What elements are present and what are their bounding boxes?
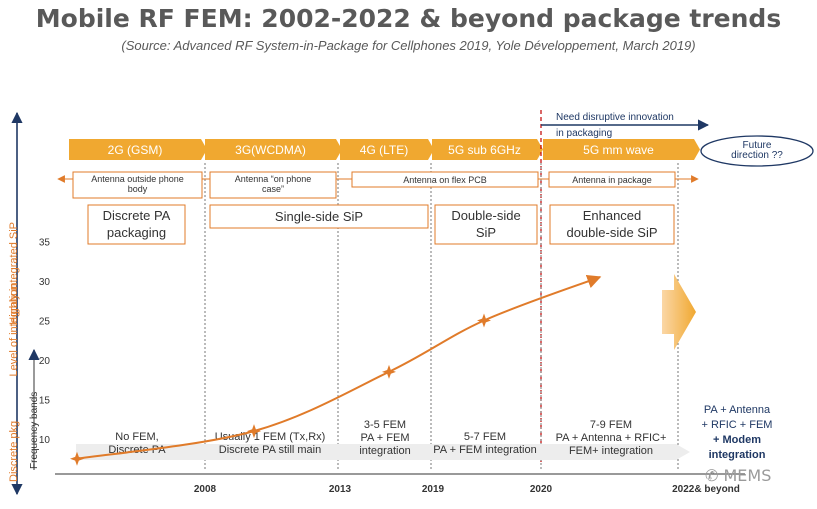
fem-label: No FEM, <box>115 431 158 443</box>
antenna-box <box>72 171 203 199</box>
generation-chevron <box>543 139 700 160</box>
package-label: packaging <box>107 225 166 240</box>
package-label: SiP <box>476 225 496 240</box>
package-label: Single-side SiP <box>275 209 363 224</box>
package-label: double-side SiP <box>566 225 657 240</box>
x-tick-label: 2008 <box>194 484 217 495</box>
antenna-label: body <box>128 184 148 194</box>
fem-label: 5-7 FEM <box>464 431 506 443</box>
data-point-star <box>477 313 491 328</box>
package-box <box>87 204 186 245</box>
antenna-box <box>548 171 676 188</box>
package-label: Enhanced <box>583 208 642 223</box>
y-tick-label: 30 <box>39 277 51 288</box>
watermark: ✆ MEMS <box>705 466 772 485</box>
generation-label: 2G (GSM) <box>108 143 163 157</box>
generation-chevron <box>205 139 342 160</box>
fem-label: PA + FEM integration <box>433 444 536 456</box>
x-tick-label: 2020 <box>530 484 553 495</box>
disruptive-label: Need disruptive innovation <box>556 112 674 123</box>
antenna-box <box>209 171 337 199</box>
package-box <box>209 204 429 229</box>
fem-label: 7-9 FEM <box>590 419 632 431</box>
fem-label: FEM+ integration <box>569 445 653 457</box>
data-point-star <box>247 424 261 439</box>
axis-label-middle: Level of integration <box>8 284 20 377</box>
future-fem-label: integration <box>709 449 766 461</box>
axis-label-top: Highly integrated SiP <box>8 222 20 325</box>
future-fem-label: PA + Antenna <box>704 404 771 416</box>
fem-label: PA + Antenna + RFIC+ <box>556 432 667 444</box>
package-label: Double-side <box>451 208 520 223</box>
antenna-label: Antenna on flex PCB <box>403 175 487 185</box>
package-label: Discrete PA <box>103 208 171 223</box>
frequency-axis-label: Frequency bands <box>29 392 40 469</box>
fem-label: PA + FEM <box>360 432 409 444</box>
antenna-label: case” <box>262 184 284 194</box>
y-tick-label: 35 <box>39 238 51 249</box>
page-subtitle: (Source: Advanced RF System-in-Package f… <box>121 38 696 53</box>
generation-chevron <box>432 139 543 160</box>
generation-label: 4G (LTE) <box>360 143 408 157</box>
y-tick-label: 20 <box>39 356 51 367</box>
y-tick-label: 10 <box>39 435 51 446</box>
x-tick-label: 2022& beyond <box>672 484 740 495</box>
future-fem-label: + RFIC + FEM <box>702 419 773 431</box>
fem-label: Discrete PA still main <box>219 444 322 456</box>
antenna-label: Antenna “on phone <box>235 174 312 184</box>
package-box <box>434 204 538 245</box>
future-direction-label: Future <box>743 140 772 151</box>
y-tick-label: 15 <box>39 396 51 407</box>
fem-label: integration <box>359 445 410 457</box>
generation-label: 5G mm wave <box>583 143 654 157</box>
x-tick-label: 2013 <box>329 484 352 495</box>
disruptive-label: in packaging <box>556 128 612 139</box>
future-arrow <box>662 274 696 350</box>
fem-label: 3-5 FEM <box>364 419 406 431</box>
antenna-label: Antenna in package <box>572 175 652 185</box>
package-box <box>549 204 675 245</box>
data-point-star <box>382 364 396 379</box>
future-fem-label: + Modem <box>713 434 761 446</box>
page-title: Mobile RF FEM: 2002-2022 & beyond packag… <box>35 4 782 33</box>
future-direction-oval <box>700 135 814 167</box>
generation-label: 5G sub 6GHz <box>448 143 521 157</box>
axis-label-bottom: Discrete pkg <box>8 421 20 482</box>
generation-label: 3G(WCDMA) <box>235 143 306 157</box>
generation-chevron <box>340 139 434 160</box>
y-tick-label: 25 <box>39 317 51 328</box>
antenna-box <box>351 171 539 188</box>
integration-curve <box>76 274 602 460</box>
x-tick-label: 2019 <box>422 484 445 495</box>
future-direction-label: direction ?? <box>731 150 783 161</box>
wechat-icon: ✆ <box>705 466 724 485</box>
data-point-star <box>70 451 84 466</box>
timeline-band <box>76 444 690 460</box>
generation-chevron <box>69 139 207 160</box>
antenna-label: Antenna outside phone <box>91 174 184 184</box>
